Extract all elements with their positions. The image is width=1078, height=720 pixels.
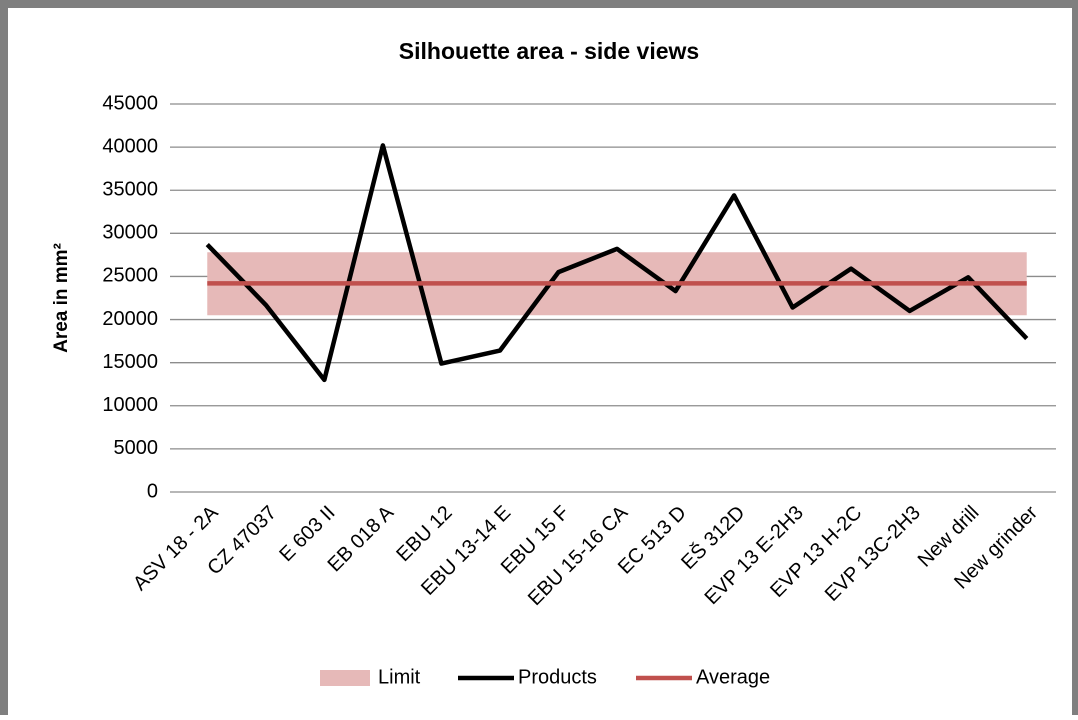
legend-label: Limit <box>378 666 421 688</box>
legend-label: Average <box>696 666 770 688</box>
y-tick-label: 0 <box>147 480 158 502</box>
y-tick-label: 10000 <box>102 394 158 416</box>
y-tick-label: 5000 <box>114 437 159 459</box>
y-tick-label: 20000 <box>102 308 158 330</box>
chart-title: Silhouette area - side views <box>399 38 699 64</box>
legend-label: Products <box>518 666 597 688</box>
legend-swatch <box>320 670 370 686</box>
y-tick-label: 25000 <box>102 265 158 287</box>
y-tick-label: 30000 <box>102 222 158 244</box>
series-line <box>205 143 1029 383</box>
y-axis-label: Area in mm² <box>51 243 72 353</box>
y-tick-label: 45000 <box>102 92 158 114</box>
y-tick-label: 40000 <box>102 135 158 157</box>
y-tick-label: 15000 <box>102 351 158 373</box>
y-tick-label: 35000 <box>102 179 158 201</box>
